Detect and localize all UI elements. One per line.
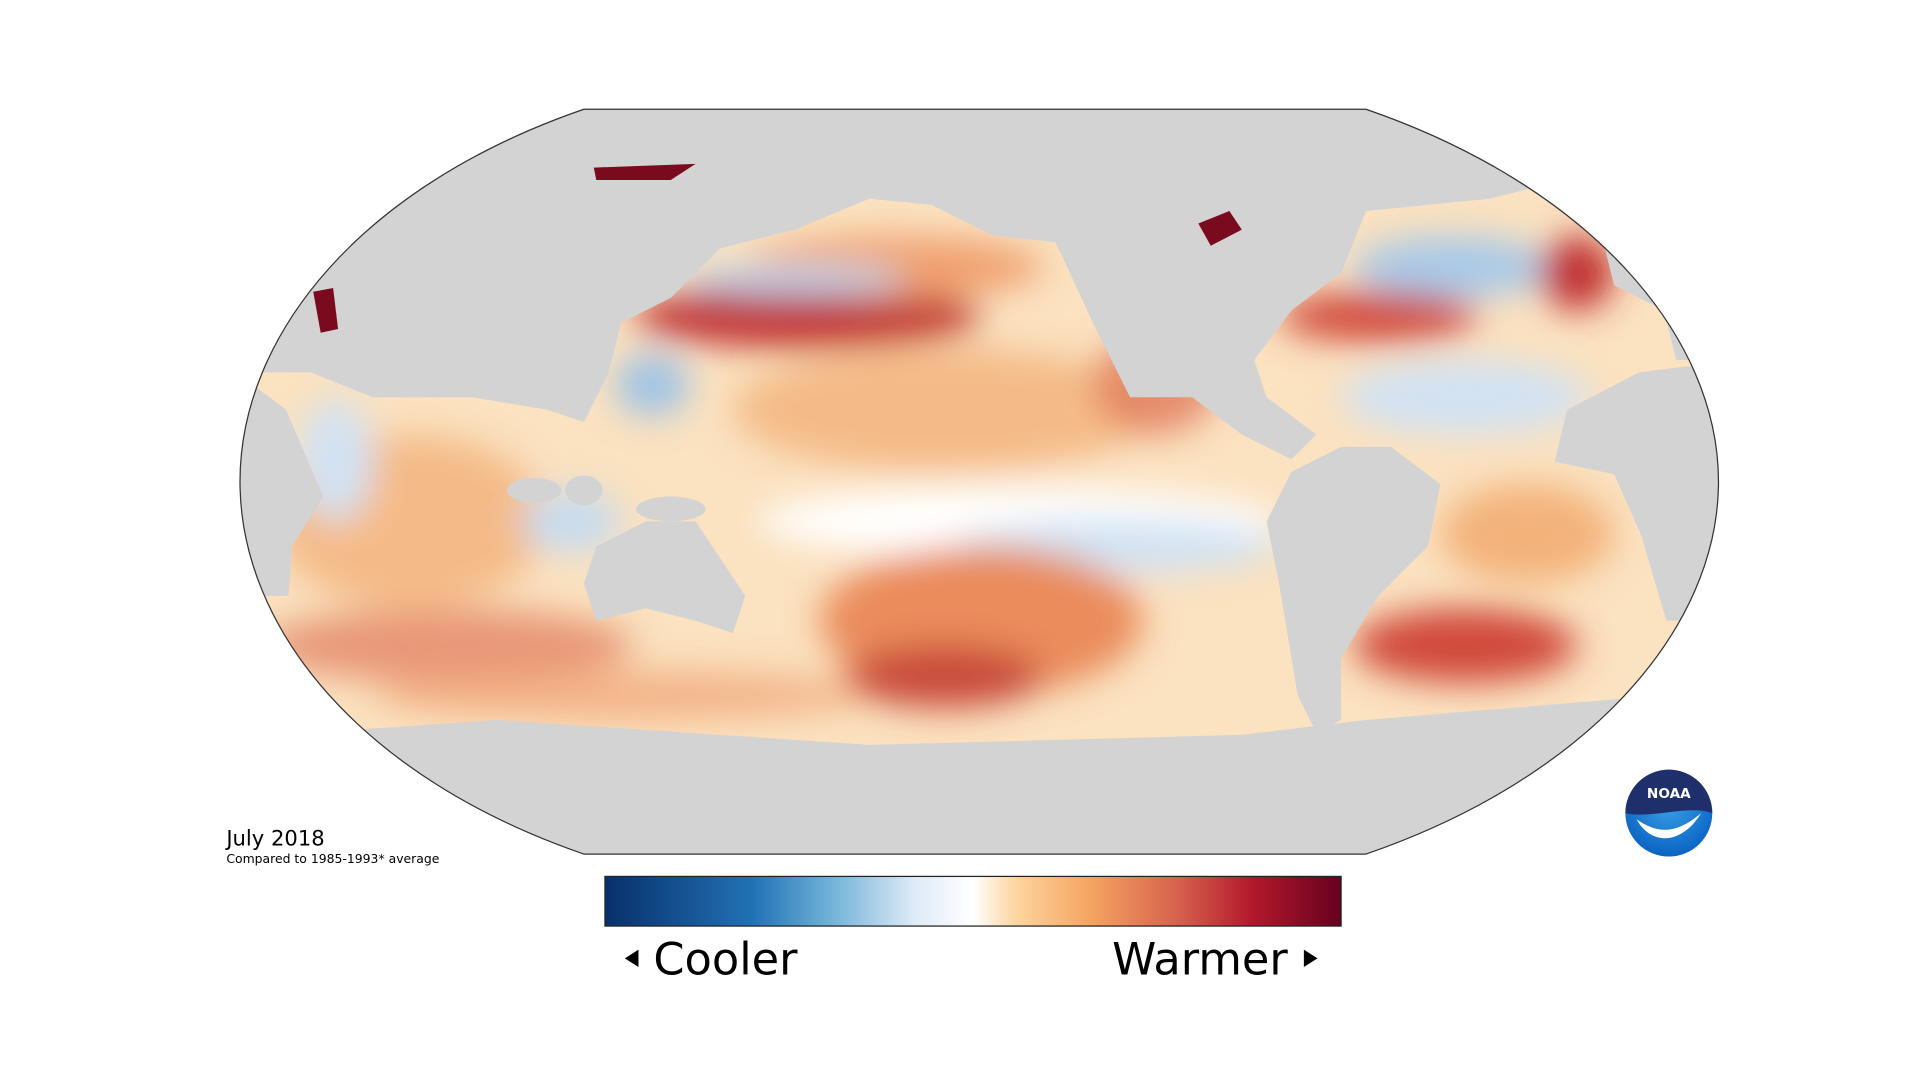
- warmer-arrow: [1303, 949, 1318, 968]
- map: [240, 109, 1719, 855]
- warmer-label: Warmer: [1112, 933, 1288, 985]
- cooler-arrow: [624, 949, 639, 968]
- land: [240, 109, 1719, 855]
- map-outline: [239, 108, 1720, 855]
- logo-text: NOAA: [1647, 786, 1691, 802]
- logo-gull: [1636, 813, 1702, 839]
- noaa-logo: NOAA: [1625, 769, 1713, 857]
- inland-seas: [313, 163, 1242, 333]
- date-label: July 2018: [224, 825, 324, 850]
- colorbar: [604, 875, 1342, 927]
- baseline-note: Compared to 1985-1993* average: [226, 851, 439, 866]
- logo-top: [1625, 769, 1713, 815]
- cooler-label: Cooler: [653, 933, 798, 985]
